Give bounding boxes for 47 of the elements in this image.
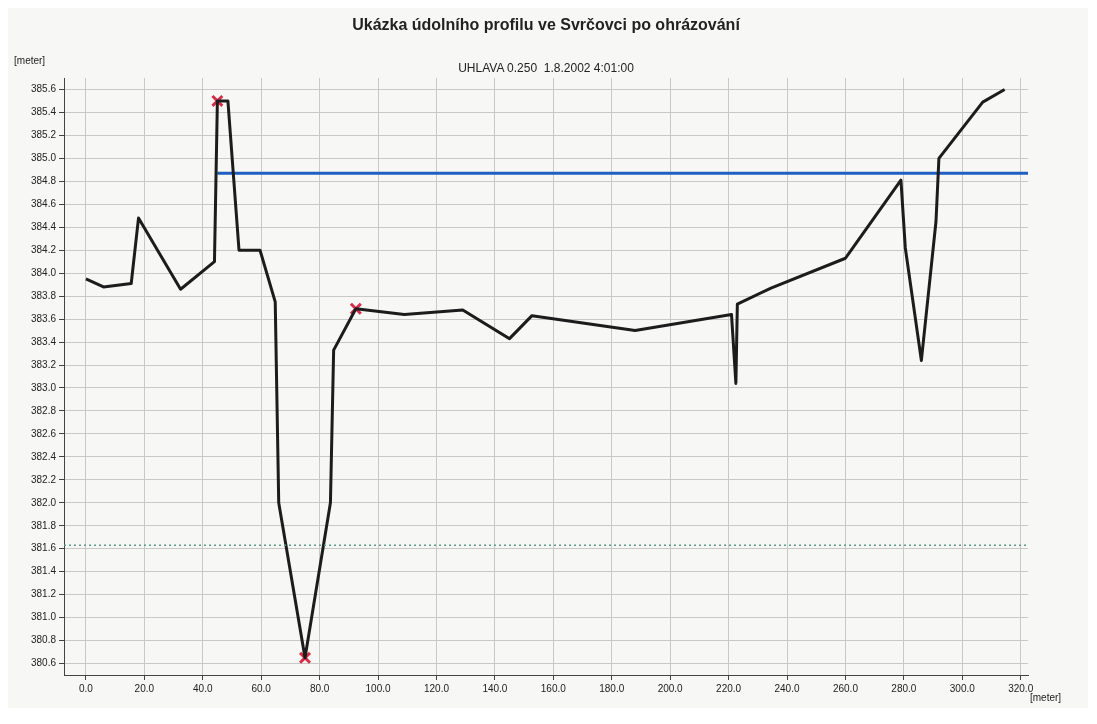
- y-tick-label: 381.6: [30, 542, 57, 554]
- y-tick-label: 384.6: [30, 198, 57, 210]
- y-tick-label: 382.8: [30, 404, 57, 416]
- x-tick-label: 260.0: [832, 682, 859, 694]
- y-tick-label: 383.8: [30, 289, 57, 301]
- x-tick-label: 320.0: [1008, 682, 1034, 694]
- x-tick-label: 300.0: [949, 682, 976, 694]
- x-tick-label: 20.0: [134, 682, 155, 694]
- y-tick-label: 383.4: [30, 335, 57, 347]
- x-tick-label: 60.0: [251, 682, 272, 694]
- x-tick-label: 280.0: [891, 682, 917, 694]
- x-tick-label: 180.0: [599, 682, 625, 694]
- y-tick-label: 385.2: [30, 129, 57, 141]
- y-tick-label: 383.6: [30, 312, 57, 324]
- y-tick-label: 383.2: [30, 358, 57, 370]
- x-tick-label: 100.0: [365, 682, 391, 694]
- x-tick-label: 40.0: [193, 682, 213, 694]
- x-tick-label: 220.0: [716, 682, 742, 694]
- x-tick-label: 200.0: [657, 682, 684, 694]
- y-tick-label: 384.2: [30, 243, 57, 255]
- x-tick-label: 140.0: [482, 682, 508, 694]
- y-tick-label: 381.2: [30, 588, 57, 600]
- x-tick-label: 240.0: [774, 682, 800, 694]
- y-axis-title: [meter]: [14, 55, 46, 66]
- y-tick-label: 380.6: [30, 657, 57, 669]
- y-tick-label: 380.8: [30, 634, 57, 646]
- y-tick-label: 383.0: [30, 381, 57, 393]
- x-tick-label: 120.0: [423, 682, 450, 694]
- chart-title: Ukázka údolního profilu ve Svrčovci po ohrázování: [352, 16, 741, 33]
- y-tick-label: 385.0: [30, 152, 57, 164]
- x-tick-label: 0.0: [78, 682, 94, 694]
- y-tick-label: 385.4: [30, 106, 57, 118]
- x-tick-label: 160.0: [540, 682, 567, 694]
- y-tick-label: 381.4: [30, 565, 57, 577]
- y-tick-label: 384.0: [30, 266, 57, 278]
- y-tick-label: 382.2: [30, 473, 57, 485]
- y-tick-label: 381.8: [30, 519, 57, 531]
- y-tick-label: 382.0: [30, 496, 57, 508]
- chart-subtitle: UHLAVA 0.250 1.8.2002 4:01:00: [458, 61, 635, 75]
- y-tick-label: 385.6: [30, 83, 57, 95]
- y-tick-label: 384.4: [30, 221, 57, 232]
- x-tick-label: 80.0: [309, 682, 330, 694]
- y-tick-label: 382.6: [30, 427, 57, 439]
- x-axis-title: [meter]: [1030, 692, 1062, 703]
- y-tick-label: 384.8: [30, 175, 57, 187]
- y-tick-label: 382.4: [30, 450, 57, 462]
- y-tick-label: 381.0: [30, 611, 57, 623]
